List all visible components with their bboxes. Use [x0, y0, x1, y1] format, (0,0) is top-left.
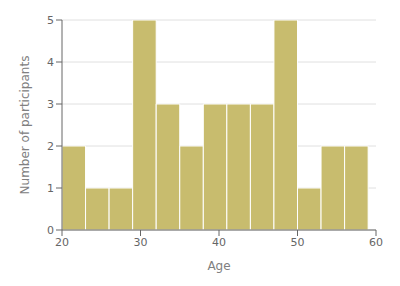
svg-text:Age: Age — [207, 259, 230, 273]
svg-text:1: 1 — [47, 182, 54, 195]
svg-text:60: 60 — [369, 236, 383, 249]
svg-text:0: 0 — [47, 224, 54, 237]
svg-text:20: 20 — [55, 236, 69, 249]
svg-text:50: 50 — [291, 236, 305, 249]
svg-text:40: 40 — [212, 236, 226, 249]
svg-text:2: 2 — [47, 140, 54, 153]
svg-text:4: 4 — [47, 56, 54, 69]
svg-text:30: 30 — [134, 236, 148, 249]
svg-text:5: 5 — [47, 14, 54, 27]
svg-text:Number of participants: Number of participants — [18, 56, 32, 195]
svg-text:3: 3 — [47, 98, 54, 111]
